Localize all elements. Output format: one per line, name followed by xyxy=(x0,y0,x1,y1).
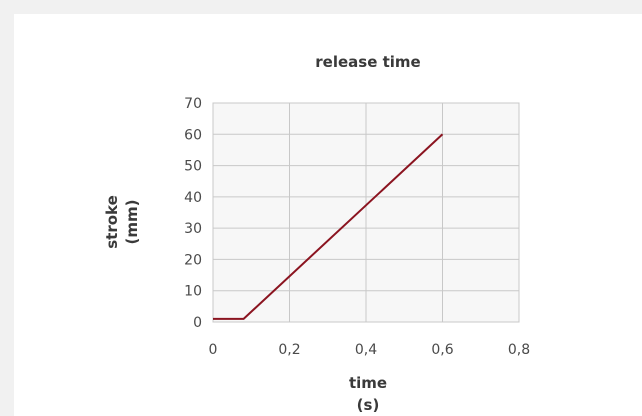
x-axis-ticks: 0 0,2 0,4 0,6 0,8 xyxy=(209,342,531,358)
grid-lines xyxy=(212,102,520,323)
y-axis-unit: (mm) xyxy=(123,200,141,245)
y-axis-label: stroke xyxy=(103,195,121,249)
x-tick-label: 0 xyxy=(209,342,218,358)
y-tick-label: 40 xyxy=(184,190,202,206)
series-group xyxy=(213,133,444,320)
x-tick-label: 0,4 xyxy=(355,342,377,358)
x-tick-label: 0,2 xyxy=(278,342,300,358)
y-tick-label: 60 xyxy=(184,127,202,143)
y-axis-ticks: 0 10 20 30 40 50 60 70 xyxy=(184,96,202,331)
y-tick-label: 70 xyxy=(184,96,202,112)
y-tick-label: 50 xyxy=(184,159,202,175)
x-tick-label: 0,8 xyxy=(508,342,530,358)
y-axis-title: stroke (mm) xyxy=(103,195,141,249)
chart-card: release time 0 10 20 30 40 50 60 70 0 0,2 0,4 0,6 0… xyxy=(14,14,642,416)
y-tick-label: 0 xyxy=(193,315,202,331)
y-tick-label: 10 xyxy=(184,284,202,300)
stroke-time-line xyxy=(213,133,444,320)
y-tick-label: 20 xyxy=(184,252,202,268)
x-axis-label: time xyxy=(349,374,387,392)
chart-title: release time xyxy=(315,53,420,71)
x-axis-unit: (s) xyxy=(357,396,380,414)
x-tick-label: 0,6 xyxy=(431,342,453,358)
y-tick-label: 30 xyxy=(184,221,202,237)
